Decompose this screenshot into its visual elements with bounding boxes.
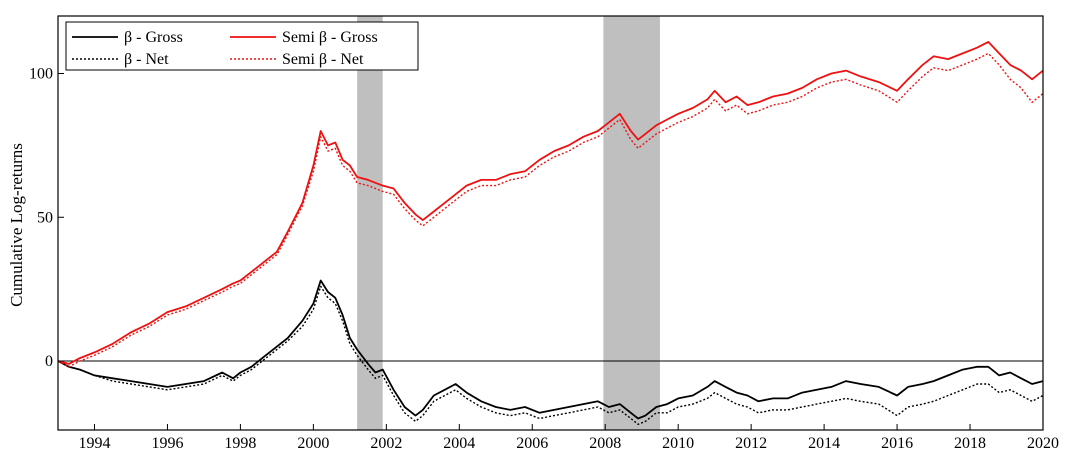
y-tick-label: 100 <box>29 66 53 83</box>
series-line-beta-gross <box>57 279 1044 420</box>
legend: β - Gross β - Net Semi β - Gross Semi β - N… <box>65 21 419 71</box>
x-tick-label: 1998 <box>224 435 256 452</box>
series-line-semi-beta-net <box>57 52 1044 368</box>
plot-frame <box>57 15 1044 431</box>
x-tick-label: 2004 <box>443 435 475 452</box>
x-tick-label: 1994 <box>78 435 110 452</box>
x-tick-label: 2016 <box>881 435 913 452</box>
y-tick-label: 50 <box>37 209 53 226</box>
x-tick-label: 1996 <box>151 435 183 452</box>
series-lines <box>57 41 1044 425</box>
legend-label-beta-gross: β - Gross <box>124 29 183 46</box>
shaded-period-2 <box>603 16 660 430</box>
legend-label-semi-beta-net: Semi β - Net <box>282 51 364 68</box>
y-axis-title: Cumulative Log-returns <box>7 143 26 307</box>
y-tick-label: 0 <box>45 353 53 370</box>
x-tick-label: 2006 <box>516 435 548 452</box>
series-line-semi-beta-gross <box>57 41 1044 365</box>
x-tick-label: 2020 <box>1027 435 1059 452</box>
series-line-beta-net <box>57 285 1044 425</box>
x-tick-label: 2010 <box>662 435 694 452</box>
shaded-period-1 <box>357 16 383 430</box>
x-tick-label: 2000 <box>297 435 329 452</box>
legend-label-semi-beta-gross: Semi β - Gross <box>282 29 378 46</box>
x-axis-ticks: 1994 1996 1998 2000 2002 2004 2006 2008 2010 2012… <box>78 424 1059 452</box>
x-tick-label: 2008 <box>589 435 621 452</box>
shaded-periods <box>357 16 660 430</box>
legend-label-beta-net: β - Net <box>124 51 169 68</box>
x-tick-label: 2002 <box>370 435 402 452</box>
x-tick-label: 2018 <box>954 435 986 452</box>
x-tick-label: 2012 <box>735 435 767 452</box>
x-tick-label: 2014 <box>808 435 840 452</box>
y-axis-ticks: 0 50 100 <box>29 66 64 370</box>
legend-box <box>65 21 419 71</box>
